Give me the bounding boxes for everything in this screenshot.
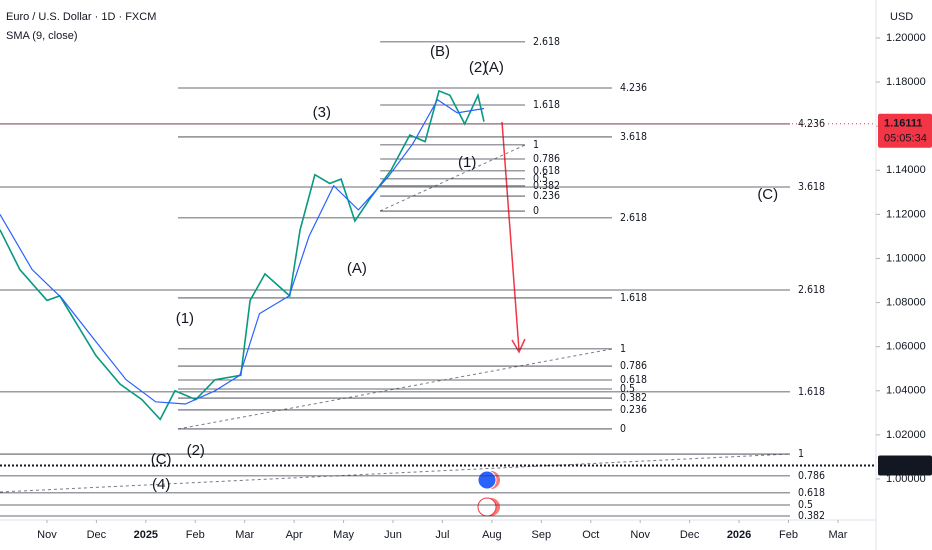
x-tick-label: Nov xyxy=(37,529,57,541)
fib-level-label: 0.786 xyxy=(533,153,560,165)
wave-label: (C) xyxy=(757,186,778,203)
event-icon xyxy=(477,470,497,490)
x-tick-label: Apr xyxy=(286,529,303,541)
wave-label: (1) xyxy=(176,310,194,327)
y-tick-label: 1.08000 xyxy=(886,296,926,308)
x-tick-label: Jul xyxy=(435,529,449,541)
currency-label: USD xyxy=(890,11,913,23)
fib-level-label: 1.618 xyxy=(620,292,647,304)
x-tick-label: 2026 xyxy=(727,529,751,541)
price-tag xyxy=(878,455,932,476)
wave-label: (A) xyxy=(484,59,504,76)
fib-level-label: 1 xyxy=(620,343,626,355)
wave-label: (1) xyxy=(458,154,476,171)
fib-level-label: 1 xyxy=(533,139,539,151)
fib-level-label: 2.618 xyxy=(533,36,560,48)
y-tick-label: 1.04000 xyxy=(886,385,926,397)
fib-level-label: 0.618 xyxy=(620,374,647,386)
fib-level-label: 0.382 xyxy=(533,180,560,192)
wave-label: (A) xyxy=(347,260,367,277)
countdown-label: 05:05:34 xyxy=(884,133,927,145)
fib-level-label: 0.618 xyxy=(533,165,560,177)
y-tick-label: 1.18000 xyxy=(886,76,926,88)
fib-level-label: 4.236 xyxy=(798,118,825,130)
y-tick-label: 1.20000 xyxy=(886,32,926,44)
event-icon xyxy=(477,497,497,517)
y-tick-label: 1.02000 xyxy=(886,429,926,441)
x-tick-label: May xyxy=(333,529,354,541)
wave-label: (2) xyxy=(187,442,205,459)
fib-level-label: 0.5 xyxy=(533,173,548,185)
y-tick-label: 1.00000 xyxy=(886,473,926,485)
x-tick-label: Dec xyxy=(680,529,700,541)
x-tick-label: Mar xyxy=(828,529,847,541)
y-tick-label: 1.14000 xyxy=(886,164,926,176)
wave-label: (2) xyxy=(469,59,487,76)
x-tick-label: Nov xyxy=(630,529,650,541)
fib-level-label: 0 xyxy=(620,423,626,435)
trend-line xyxy=(379,144,526,212)
x-tick-label: Jun xyxy=(384,529,402,541)
chart-title: Euro / U.S. Dollar · 1D · FXCM xyxy=(6,11,156,23)
wave-label: (C) xyxy=(151,451,172,468)
fib-level-label: 0.382 xyxy=(798,510,825,522)
sma-line xyxy=(0,98,485,405)
indicator-label: SMA (9, close) xyxy=(6,30,78,42)
fib-level-label: 3.618 xyxy=(798,181,825,193)
x-tick-label: 2025 xyxy=(134,529,158,541)
fib-level-label: 0.786 xyxy=(620,360,647,372)
wave-label: (B) xyxy=(430,43,450,60)
price-tag xyxy=(878,113,932,148)
x-tick-label: Mar xyxy=(235,529,254,541)
fib-level-label: 4.236 xyxy=(620,82,647,94)
x-tick-label: Dec xyxy=(87,529,107,541)
fib-level-label: 0.236 xyxy=(620,404,647,416)
fib-level-label: 2.618 xyxy=(798,284,825,296)
price-tag-label: 1.00610 xyxy=(884,459,924,471)
forecast-arrow xyxy=(501,121,520,351)
fib-level-label: 1.618 xyxy=(533,99,560,111)
x-tick-label: Feb xyxy=(186,529,205,541)
fib-level-label: 0.236 xyxy=(533,190,560,202)
fib-level-label: 3.618 xyxy=(620,131,647,143)
wave-label: (3) xyxy=(313,104,331,121)
fib-level-label: 1.618 xyxy=(798,386,825,398)
fib-level-label: 0.786 xyxy=(798,470,825,482)
fib-level-label: 1 xyxy=(798,448,804,460)
price-tag-label: 1.16111 xyxy=(884,118,923,130)
x-tick-label: Sep xyxy=(532,529,552,541)
fib-level-label: 0.618 xyxy=(798,487,825,499)
trend-line xyxy=(177,348,613,430)
x-tick-label: Aug xyxy=(482,529,502,541)
y-tick-label: 1.10000 xyxy=(886,252,926,264)
wave-label: (4) xyxy=(152,476,170,493)
x-tick-label: Feb xyxy=(779,529,798,541)
fib-level-label: 2.618 xyxy=(620,212,647,224)
fib-level-label: 0.382 xyxy=(620,392,647,404)
x-tick-label: Oct xyxy=(582,529,599,541)
fib-level-label: 0 xyxy=(533,205,539,217)
fib-level-label: 0.5 xyxy=(798,499,813,511)
y-tick-label: 1.06000 xyxy=(886,341,926,353)
y-tick-label: 1.12000 xyxy=(886,208,926,220)
forecast-arrow-head xyxy=(511,338,526,354)
